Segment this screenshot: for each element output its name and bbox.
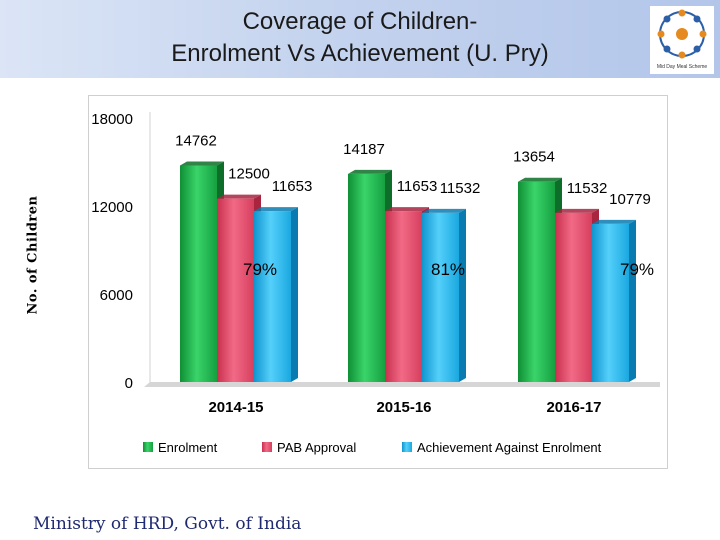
bar-top [217, 194, 261, 199]
mid-day-meal-logo: Mid Day Meal Scheme [650, 6, 714, 74]
percentage-annotation: 79% [243, 260, 277, 279]
legend-label: Enrolment [158, 440, 218, 455]
y-tick-label: 18000 [91, 111, 133, 128]
bar-pab-approval [217, 198, 254, 382]
chart-floor [144, 382, 660, 387]
legend-label: Achievement Against Enrolment [417, 440, 602, 455]
bar-top [348, 169, 392, 174]
bar-enrolment [518, 181, 555, 382]
bar-pab-approval [385, 211, 422, 382]
bar-top [385, 207, 429, 212]
y-tick-label: 0 [125, 375, 133, 392]
bar-enrolment [180, 165, 217, 382]
x-tick-label: 2015-16 [376, 399, 431, 416]
value-label: 10779 [609, 191, 651, 208]
bar-enrolment [348, 173, 385, 382]
value-label: 13654 [513, 149, 555, 166]
legend-swatch [262, 442, 272, 452]
percentage-annotation: 81% [431, 260, 465, 279]
title-line-2: Enrolment Vs Achievement (U. Pry) [171, 40, 549, 67]
y-tick-label: 6000 [100, 287, 133, 304]
bar-side [291, 207, 298, 382]
bar-side [459, 208, 466, 382]
value-label: 14762 [175, 132, 217, 149]
legend-label: PAB Approval [277, 440, 356, 455]
value-label: 14187 [343, 141, 385, 158]
bar-top [422, 208, 466, 213]
bar-top [555, 208, 599, 213]
bar-side [629, 219, 636, 382]
value-label: 11532 [567, 180, 608, 197]
title-line-1: Coverage of Children- [242, 8, 478, 35]
bar-achievement-against-enrolment [592, 223, 629, 382]
logo-caption: Mid Day Meal Scheme [656, 64, 708, 70]
bar-top [592, 219, 636, 224]
x-tick-label: 2016-17 [546, 399, 601, 416]
bar-top [518, 177, 562, 182]
value-label: 11653 [397, 178, 438, 195]
legend-swatch [402, 442, 412, 452]
footer-text: Ministry of HRD, Govt. of India [33, 514, 302, 534]
bar-top [254, 207, 298, 212]
x-tick-label: 2014-15 [208, 399, 263, 416]
logo-ring-icon [657, 9, 707, 59]
legend-swatch [143, 442, 153, 452]
bar-top [180, 161, 224, 166]
y-tick-label: 12000 [91, 199, 133, 216]
percentage-annotation: 79% [620, 260, 654, 279]
value-label: 11532 [440, 180, 481, 197]
value-label: 11653 [272, 178, 313, 195]
bar-achievement-against-enrolment [422, 212, 459, 382]
value-label: 12500 [228, 166, 270, 183]
bar-pab-approval [555, 212, 592, 382]
page-title: Coverage of Children- Enrolment Vs Achie… [0, 6, 720, 70]
title-band [0, 0, 720, 78]
bar-achievement-against-enrolment [254, 211, 291, 382]
